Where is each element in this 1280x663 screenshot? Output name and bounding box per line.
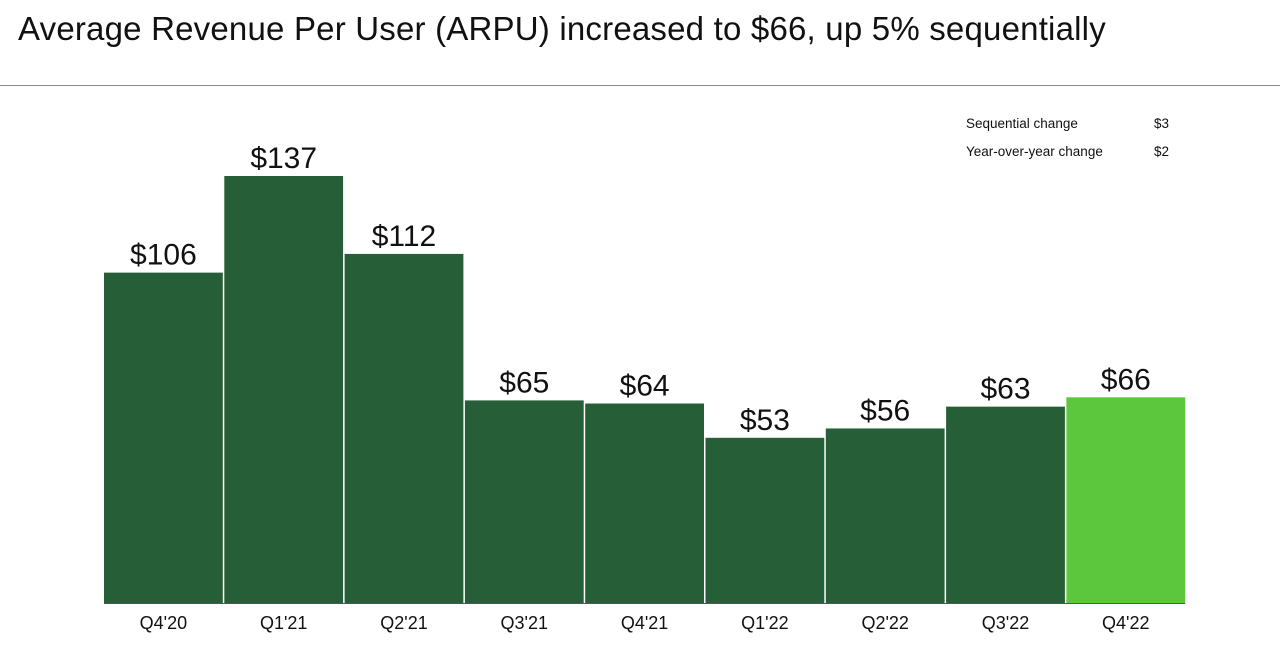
bar-value-label: $66 [1101,363,1151,396]
bar-value-label: $56 [860,394,910,427]
x-tick-label: Q1'21 [260,613,307,633]
bar-value-label: $137 [250,142,317,175]
x-tick-label: Q3'21 [501,613,548,633]
bar-Q3'22 [946,406,1065,603]
x-tick-label: Q4'22 [1102,613,1149,633]
bar-Q4'21 [585,403,704,603]
bar-value-label: $53 [740,404,790,437]
bar-value-label: $112 [372,220,437,253]
bar-value-label: $65 [499,366,549,399]
bar-value-label: $64 [620,370,670,403]
title-divider [0,85,1280,86]
x-tick-label: Q2'22 [861,613,908,633]
bar-value-label: $106 [130,239,197,272]
bar-Q4'20 [104,272,223,603]
change-summary: Sequential change $3 Year-over-year chan… [966,116,1176,172]
x-tick-label: Q1'22 [741,613,788,633]
stat-value: $2 [1154,144,1170,159]
bar-Q2'22 [825,428,945,603]
stat-row-year-over-year: Year-over-year change $2 [966,144,1176,172]
x-tick-label: Q4'20 [140,613,187,633]
x-tick-label: Q4'21 [621,613,668,633]
bar-Q2'21 [344,253,464,603]
bar-Q1'22 [705,437,825,603]
stat-row-sequential: Sequential change $3 [966,116,1176,144]
x-tick-label: Q3'22 [982,613,1029,633]
bar-Q1'21 [224,176,344,603]
bar-Q4'22 [1066,397,1186,603]
x-tick-label: Q2'21 [380,613,427,633]
page-title: Average Revenue Per User (ARPU) increase… [18,10,1106,47]
bar-value-label: $63 [980,373,1030,406]
stat-value: $3 [1154,116,1170,131]
stat-label: Year-over-year change [966,144,1103,159]
bar-Q3'21 [464,400,584,603]
stat-label: Sequential change [966,116,1078,131]
